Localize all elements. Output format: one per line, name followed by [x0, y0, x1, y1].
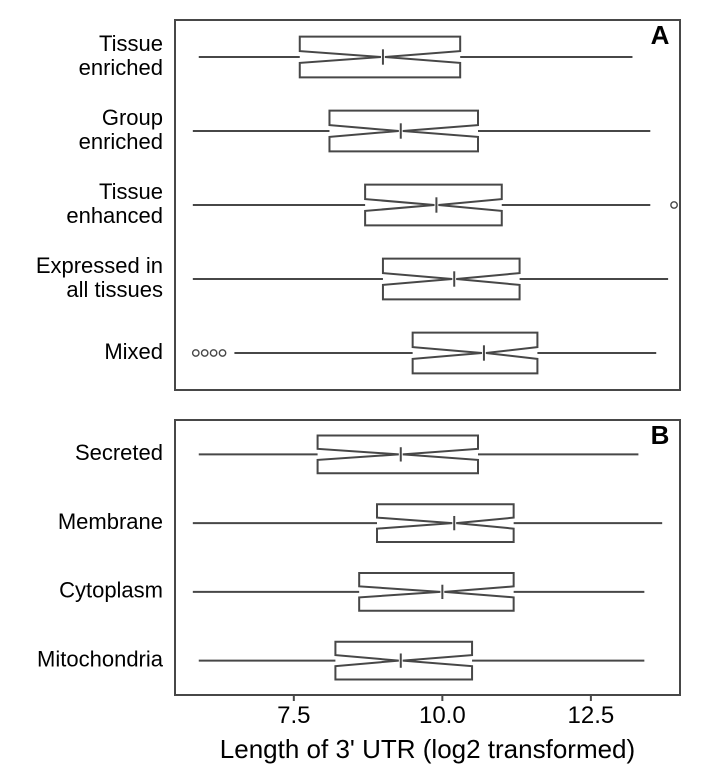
- category-label: Membrane: [58, 509, 163, 534]
- category-label: Cytoplasm: [59, 578, 163, 603]
- outlier-point: [671, 202, 677, 208]
- category-label: enhanced: [66, 203, 163, 228]
- box: [413, 333, 538, 374]
- outlier-point: [193, 350, 199, 356]
- outlier-point: [202, 350, 208, 356]
- panel-B: Secreted Membrane Cytoplasm Mitochondria B: [37, 420, 680, 695]
- outlier-point: [219, 350, 225, 356]
- panel-A: TissueenrichedGroupenrichedTissueenhance…: [36, 20, 680, 390]
- box: [359, 573, 513, 611]
- category-label: Expressed in: [36, 253, 163, 278]
- x-axis: 7.5 10.0 12.5 Length of 3' UTR (log2 transf…: [220, 695, 635, 764]
- panel-tag-A: A: [651, 20, 670, 50]
- outlier-point: [210, 350, 216, 356]
- x-tick-label: 12.5: [568, 702, 615, 729]
- category-label: enriched: [79, 55, 163, 80]
- x-axis-title: Length of 3' UTR (log2 transformed): [220, 734, 635, 764]
- boxplot-figure: TissueenrichedGroupenrichedTissueenhance…: [0, 0, 708, 768]
- box: [383, 259, 520, 300]
- category-label: Group: [102, 105, 163, 130]
- panel-tag-B: B: [651, 420, 670, 450]
- x-tick-label: 10.0: [419, 702, 466, 729]
- category-label: enriched: [79, 129, 163, 154]
- category-label: Tissue: [99, 179, 163, 204]
- box: [335, 642, 472, 680]
- category-label: Secreted: [75, 440, 163, 465]
- box: [365, 185, 502, 226]
- box: [377, 504, 514, 542]
- box: [318, 435, 478, 473]
- box: [300, 37, 460, 78]
- category-label: all tissues: [66, 277, 163, 302]
- category-label: Mitochondria: [37, 646, 164, 671]
- category-label: Mixed: [104, 339, 163, 364]
- box: [329, 111, 478, 152]
- x-tick-label: 7.5: [277, 702, 310, 729]
- category-label: Tissue: [99, 31, 163, 56]
